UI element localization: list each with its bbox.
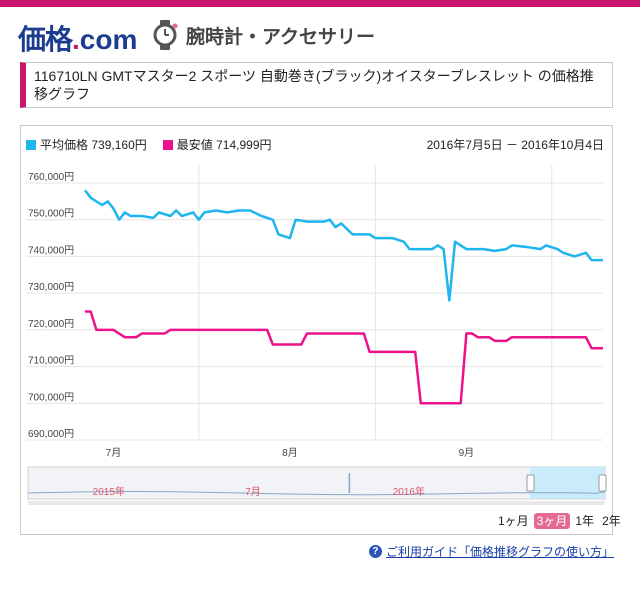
x-tick-label: 9月	[459, 447, 475, 459]
product-title-box: 116710LN GMTマスター2 スポーツ 自動巻き(ブラック)オイスターブレ…	[20, 62, 613, 108]
logo-main-text: 価格	[18, 24, 73, 55]
category-label: 腕時計・アクセサリー	[186, 26, 376, 48]
legend-swatch-min	[162, 139, 173, 150]
y-tick-label: 710,000円	[28, 356, 74, 367]
date-range: 2016年7月5日 － 2016年10月4日	[426, 138, 604, 152]
legend-swatch-average	[26, 139, 36, 150]
series-line-average	[84, 189, 603, 302]
chart-panel	[20, 125, 613, 535]
kakaku-logo[interactable]: 価格 .com	[18, 18, 137, 55]
navigator-background	[27, 466, 606, 500]
navigator-label: 2016年	[393, 485, 425, 498]
product-title: 116710LN GMTマスター2 スポーツ 自動巻き(ブラック)オイスターブレ…	[34, 68, 594, 102]
legend-value-average: 739,160円	[91, 138, 147, 152]
y-tick-label: 720,000円	[28, 319, 74, 330]
chart-legend: 平均価格 739,160円 最安値 714,999円	[26, 136, 288, 153]
range-button-2y[interactable]: 2年	[602, 514, 621, 528]
range-button-1m[interactable]: 1ヶ月	[498, 514, 529, 528]
top-accent-bar	[0, 0, 640, 7]
legend-label-min: 最安値	[176, 138, 213, 152]
y-tick-label: 750,000円	[28, 209, 74, 220]
series-line-min	[85, 310, 603, 405]
range-button-3m[interactable]: 3ヶ月	[533, 513, 571, 529]
navigator-selection	[529, 467, 605, 499]
navigator-trend	[27, 491, 606, 496]
y-tick-label: 760,000円	[28, 172, 74, 183]
legend-item-min[interactable]: 最安値 714,999円	[162, 136, 272, 153]
range-button-1y[interactable]: 1年	[575, 514, 595, 528]
x-tick-label: 8月	[282, 447, 298, 459]
navigator-handle[interactable]	[526, 474, 535, 492]
help-icon: ?	[368, 545, 382, 558]
navigator-label: 7月	[245, 486, 261, 498]
navigator-label: 2015年	[93, 485, 125, 498]
watch-icon	[153, 20, 178, 50]
guide-link-text[interactable]: ご利用ガイド「価格推移グラフの使い方」	[385, 545, 614, 559]
x-tick-label: 7月	[106, 447, 122, 459]
y-tick-label: 700,000円	[28, 392, 74, 403]
category-header[interactable]: 腕時計・アクセサリー	[152, 20, 375, 50]
range-selector: 1ヶ月 3ヶ月 1年 2年	[495, 513, 626, 529]
y-tick-label: 730,000円	[28, 282, 74, 293]
guide-link[interactable]: ? ご利用ガイド「価格推移グラフの使い方」	[368, 543, 614, 560]
legend-label-average: 平均価格	[40, 138, 89, 152]
y-tick-label: 740,000円	[28, 245, 74, 256]
y-tick-label: 690,000円	[28, 429, 74, 440]
logo-com-text: .com	[72, 24, 138, 55]
legend-value-min: 714,999円	[216, 138, 272, 152]
legend-item-average[interactable]: 平均価格 739,160円	[26, 136, 147, 153]
navigator-handle[interactable]	[598, 474, 607, 492]
navigator-scrollbar	[28, 501, 605, 505]
price-chart: 760,000円 750,000円 740,000円 730,000円 720,000円…	[26, 165, 607, 505]
